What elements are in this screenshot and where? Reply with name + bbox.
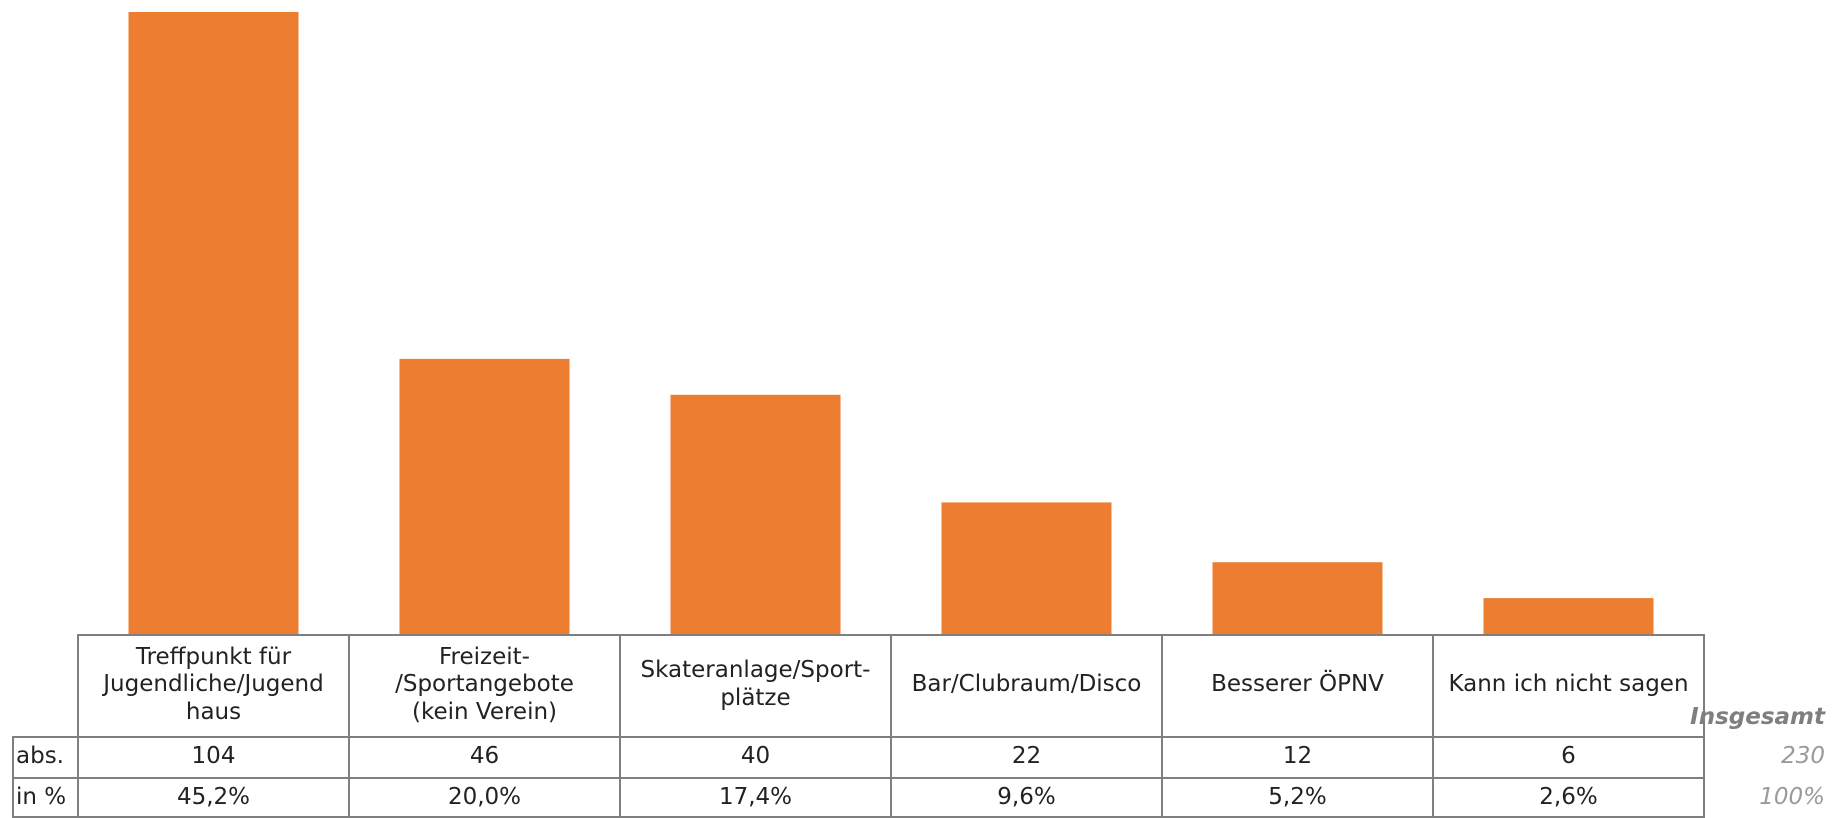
abs-value-6: 6 bbox=[1561, 742, 1576, 769]
total-abs: 230 bbox=[1781, 742, 1825, 769]
percent-value-1: 45,2% bbox=[176, 783, 251, 810]
table-column-divider bbox=[1161, 634, 1163, 818]
table-column-divider bbox=[348, 634, 350, 818]
abs-value-4: 22 bbox=[1011, 742, 1042, 769]
table-bottom-border bbox=[12, 816, 1704, 818]
percent-value-2: 20,0% bbox=[447, 783, 522, 810]
category-label-4: Bar/Clubraum/Disco bbox=[911, 671, 1142, 698]
table-column-divider bbox=[890, 634, 892, 818]
bar-3 bbox=[670, 394, 841, 634]
percent-value-4: 9,6% bbox=[997, 783, 1056, 810]
table-left-border bbox=[12, 736, 14, 818]
row-label-percent: in % bbox=[16, 783, 67, 810]
table-column-divider bbox=[1703, 634, 1705, 818]
table-column-divider bbox=[1432, 634, 1434, 818]
abs-value-3: 40 bbox=[740, 742, 771, 769]
total-percent: 100% bbox=[1759, 783, 1825, 810]
abs-value-2: 46 bbox=[469, 742, 500, 769]
table-column-divider bbox=[619, 634, 621, 818]
table-row-divider bbox=[12, 777, 1704, 779]
abs-value-1: 104 bbox=[191, 742, 236, 769]
percent-value-3: 17,4% bbox=[718, 783, 793, 810]
category-label-5: Besserer ÖPNV bbox=[1211, 671, 1384, 698]
category-label-6: Kann ich nicht sagen bbox=[1448, 671, 1689, 698]
bar-4 bbox=[941, 502, 1112, 634]
percent-value-6: 2,6% bbox=[1539, 783, 1598, 810]
category-label-2: Freizeit-/Sportangebote (kein Verein) bbox=[395, 643, 574, 725]
bar-5 bbox=[1212, 562, 1383, 634]
category-label-3: Skateranlage/Sport-plätze bbox=[640, 657, 871, 711]
bar-1 bbox=[128, 12, 299, 634]
table-header-border bbox=[12, 736, 1704, 738]
abs-value-5: 12 bbox=[1282, 742, 1313, 769]
total-header: Insgesamt bbox=[1690, 704, 1825, 731]
category-label-1: Treffpunkt für Jugendliche/Jugend haus bbox=[103, 643, 324, 725]
bar-6 bbox=[1483, 598, 1654, 634]
table-column-divider bbox=[77, 634, 79, 818]
row-label-abs: abs. bbox=[16, 742, 64, 769]
percent-value-5: 5,2% bbox=[1268, 783, 1327, 810]
bar-2 bbox=[399, 358, 570, 634]
